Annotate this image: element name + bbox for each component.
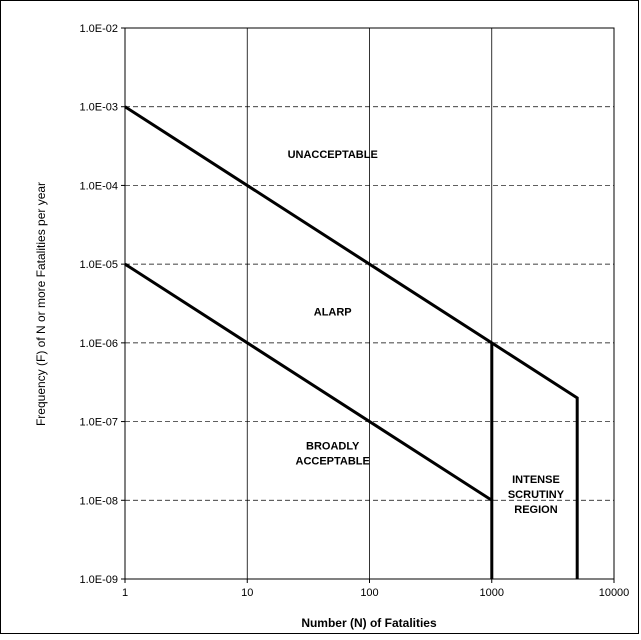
- region-label: SCRUTINY: [508, 489, 565, 501]
- x-tick-label: 1000: [480, 587, 504, 599]
- y-tick-label: 1.0E-03: [79, 102, 118, 114]
- x-tick-label: 10000: [599, 587, 630, 599]
- x-tick-label: 1: [122, 587, 128, 599]
- y-tick-label: 1.0E-09: [79, 574, 118, 586]
- y-tick-label: 1.0E-07: [79, 417, 118, 429]
- region-label: ALARP: [314, 307, 352, 319]
- x-tick-label: 10: [241, 587, 253, 599]
- criterion-line: [124, 105, 579, 579]
- y-tick-label: 1.0E-04: [79, 180, 118, 192]
- y-axis-label: Frequency (F) of N or more Fatalities pe…: [34, 182, 48, 426]
- x-axis-label: Number (N) of Fatalities: [301, 616, 437, 630]
- y-tick-label: 1.0E-05: [79, 259, 118, 271]
- region-label: UNACCEPTABLE: [288, 149, 378, 161]
- region-label: ACCEPTABLE: [296, 455, 370, 467]
- x-tick-label: 100: [360, 587, 378, 599]
- region-label: BROADLY: [306, 440, 360, 452]
- y-tick-label: 1.0E-02: [79, 23, 118, 35]
- region-label: INTENSE: [512, 474, 560, 486]
- region-label: REGION: [514, 504, 557, 516]
- y-tick-label: 1.0E-06: [79, 338, 118, 350]
- y-tick-label: 1.0E-08: [79, 495, 118, 507]
